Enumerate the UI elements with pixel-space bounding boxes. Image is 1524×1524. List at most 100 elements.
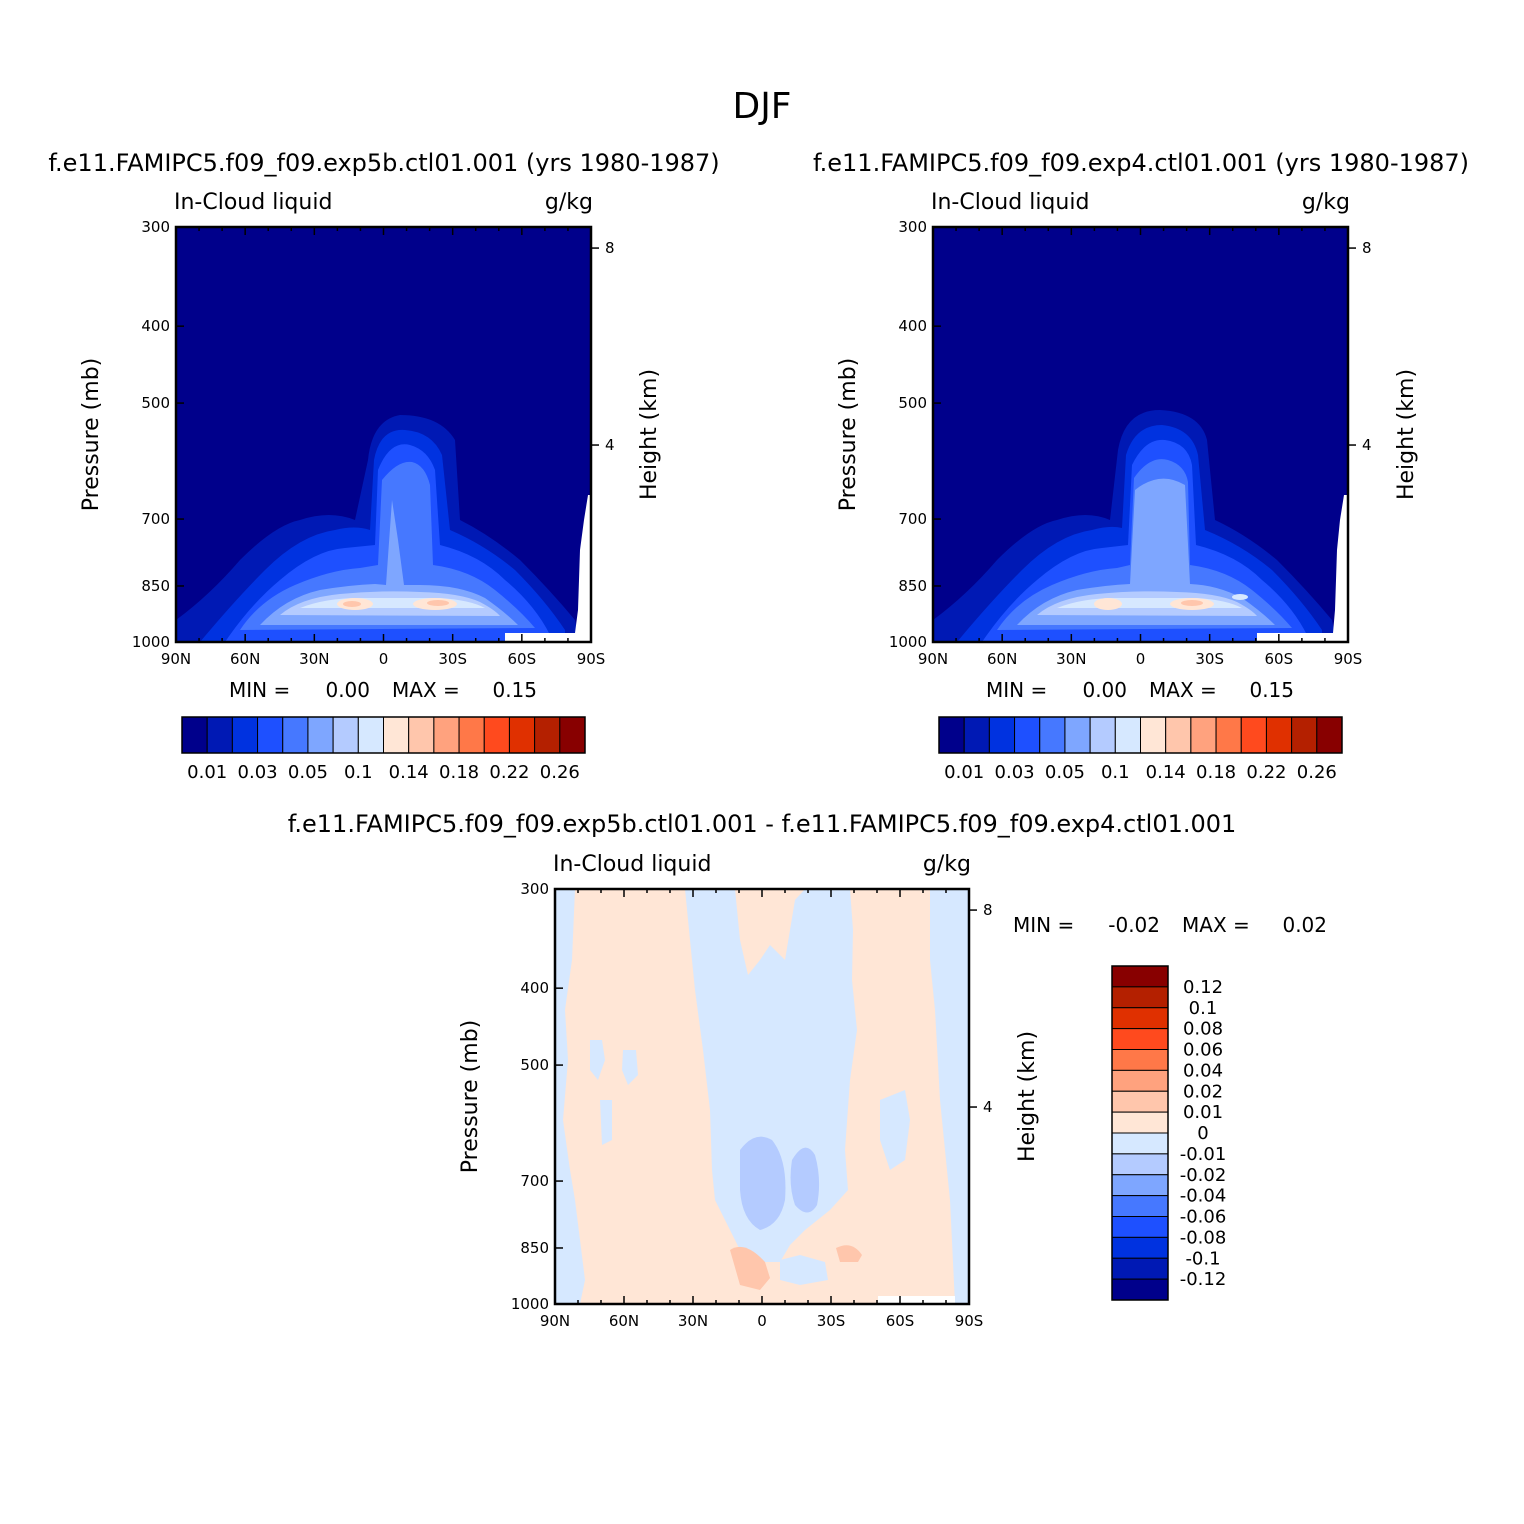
colorbar-swatch xyxy=(1111,1049,1169,1071)
colorbar-swatch xyxy=(1240,716,1267,754)
plot-diff: In-Cloud liquid g/kg MIN = -0.02 MAX = 0… xyxy=(553,852,1327,1306)
colorbar-swatch xyxy=(963,716,990,754)
max-value: 0.15 xyxy=(1249,678,1294,702)
x-tick-label: 90N xyxy=(161,650,191,668)
colorbar-label: -0.04 xyxy=(1180,1186,1227,1207)
colorbar-layer: 0.01 0.03 0.05 0.1 0.14 0.18 0.22 0.26 0.01 0.03 0… xyxy=(181,716,1343,1301)
colorbar-label: 0.14 xyxy=(389,762,429,783)
panel-title-top-right: f.e11.FAMIPC5.f09_f09.exp4.ctl01.001 (yr… xyxy=(813,149,1469,177)
x-tick-label: 30N xyxy=(299,650,329,668)
colorbar-label: 0.1 xyxy=(344,762,373,783)
variable-label: In-Cloud liquid xyxy=(174,190,332,215)
x-tick-label: 90N xyxy=(918,650,948,668)
plot-top-right: In-Cloud liquid g/kg xyxy=(931,190,1350,644)
colorbar-swatch xyxy=(1111,1028,1169,1050)
height-tick-label: 8 xyxy=(1362,239,1372,257)
x-tick-label: 90S xyxy=(577,650,606,668)
panel-title-diff: f.e11.FAMIPC5.f09_f09.exp5b.ctl01.001 - … xyxy=(288,810,1237,838)
colorbar-diff: 0.120.10.080.060.040.020.010-0.01-0.02-0… xyxy=(1111,965,1227,1301)
max-value: 0.02 xyxy=(1282,913,1327,937)
x-tick-label: 30S xyxy=(438,650,467,668)
colorbar-label: -0.08 xyxy=(1180,1227,1227,1248)
axes-layer: 90N 60N 30N 0 30S 60S 90S300400500700850100084… xyxy=(79,218,1419,1330)
colorbar-label: 0.03 xyxy=(995,762,1035,783)
colorbar-swatch xyxy=(1111,965,1169,988)
y-tick-label: 300 xyxy=(141,218,170,236)
x-tick-label: 0 xyxy=(1136,650,1146,668)
units-label: g/kg xyxy=(923,852,971,877)
colorbar-swatch xyxy=(332,716,359,754)
colorbar-label: -0.1 xyxy=(1185,1248,1220,1269)
x-tick-label: 30S xyxy=(817,1312,846,1330)
colorbar-swatch xyxy=(383,716,410,754)
variable-label: In-Cloud liquid xyxy=(553,852,711,877)
y-tick-label: 700 xyxy=(141,510,170,528)
colorbar-swatch xyxy=(282,716,309,754)
y-tick-label: 700 xyxy=(898,510,927,528)
colorbar-swatch xyxy=(483,716,510,754)
colorbar-label: 0.01 xyxy=(1183,1102,1223,1123)
y-tick-label: 850 xyxy=(520,1239,549,1257)
colorbar-swatch xyxy=(938,716,965,754)
x-tick-label: 30S xyxy=(1195,650,1224,668)
minmax-top-left: MIN = 0.00 MAX = 0.15 xyxy=(229,678,537,702)
colorbar-swatch xyxy=(1089,716,1116,754)
colorbar-swatch xyxy=(1190,716,1217,754)
x-tick-label: 90S xyxy=(1334,650,1363,668)
colorbar-frame xyxy=(1111,965,1169,1301)
colorbar-label: 0.01 xyxy=(944,762,984,783)
colorbar-label: 0.06 xyxy=(1183,1040,1223,1061)
height-axis-title: Height (km) xyxy=(637,369,662,500)
colorbar-label: 0.18 xyxy=(1196,762,1236,783)
colorbar-label: -0.01 xyxy=(1180,1144,1227,1165)
colorbar-label: 0.01 xyxy=(187,762,227,783)
colorbar-swatch xyxy=(1111,1007,1169,1030)
colorbar-label: 0 xyxy=(1197,1123,1208,1144)
colorbar-swatch xyxy=(231,716,259,754)
colorbar-swatch xyxy=(1039,716,1066,754)
colorbar-label: 0.05 xyxy=(1045,762,1085,783)
min-label: MIN = xyxy=(229,678,290,702)
colorbar-swatch xyxy=(408,716,435,754)
contour-field-diff xyxy=(555,889,969,1304)
colorbar-swatch xyxy=(1064,716,1091,754)
x-tick-label: 60S xyxy=(886,1312,915,1330)
colorbar-top-left: 0.01 0.03 0.05 0.1 0.14 0.18 0.22 0.26 xyxy=(181,716,586,783)
y-tick-label: 500 xyxy=(141,394,170,412)
height-axis-title: Height (km) xyxy=(1394,369,1419,500)
min-label: MIN = xyxy=(1013,913,1074,937)
colorbar-swatch xyxy=(1111,1174,1169,1197)
y-tick-label: 300 xyxy=(898,218,927,236)
colorbar-swatch xyxy=(1111,1257,1169,1280)
x-tick-label: 30N xyxy=(678,1312,708,1330)
colorbar-swatch xyxy=(1316,716,1343,754)
height-tick-label: 4 xyxy=(983,1098,993,1116)
units-label: g/kg xyxy=(545,190,593,215)
min-value: 0.00 xyxy=(325,678,370,702)
colorbar-swatch xyxy=(458,716,485,754)
y-tick-label: 500 xyxy=(898,394,927,412)
colorbar-swatch xyxy=(257,716,284,754)
axes-panel-1: 90N 60N 30N 0 30S 60S 90S 300 400 500 700 850 1000 8 4… xyxy=(836,218,1419,668)
colorbar-swatch xyxy=(559,716,586,754)
colorbar-swatch xyxy=(307,716,334,754)
axes-panel-2: 90N 60N 30N 0 30S 60S 90S 300 400 500 700 850 1000 8 4… xyxy=(458,880,1040,1330)
contour-field-top-right xyxy=(933,227,1348,642)
colorbar-swatch xyxy=(1111,986,1169,1009)
colorbar-label: -0.02 xyxy=(1180,1165,1227,1186)
colorbar-top-right: 0.01 0.03 0.05 0.1 0.14 0.18 0.22 0.26 xyxy=(938,716,1343,783)
colorbar-label: 0.02 xyxy=(1183,1081,1223,1102)
contour-field-top-left xyxy=(176,227,591,642)
min-value: -0.02 xyxy=(1108,913,1160,937)
colorbar-label: 0.26 xyxy=(1297,762,1337,783)
colorbar-swatch xyxy=(534,716,561,754)
colorbar-swatch xyxy=(433,716,460,754)
panel-title-top-left: f.e11.FAMIPC5.f09_f09.exp5b.ctl01.001 (y… xyxy=(48,149,719,177)
y-tick-label: 300 xyxy=(520,880,549,898)
colorbar-label: 0.22 xyxy=(1246,762,1286,783)
colorbar-swatch xyxy=(988,716,1016,754)
max-value: 0.15 xyxy=(492,678,537,702)
height-tick-label: 8 xyxy=(605,239,615,257)
colorbar-swatch xyxy=(181,716,208,754)
